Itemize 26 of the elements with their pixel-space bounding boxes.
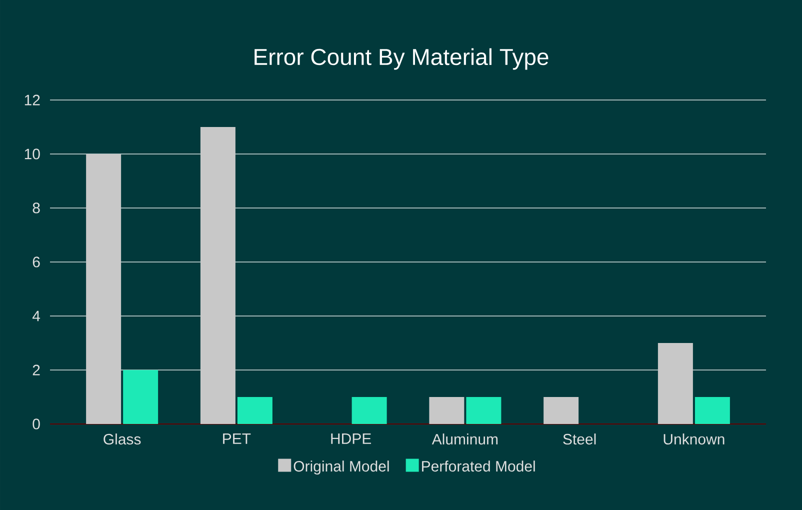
x-tick-label: Steel	[563, 434, 596, 445]
y-tick-label: 6	[32, 256, 40, 268]
legend-label: Original Model	[294, 460, 389, 475]
bar	[429, 396, 464, 424]
legend-label: Perforated Model	[422, 460, 535, 472]
bar	[466, 396, 502, 424]
x-tick-label: PET	[223, 434, 251, 444]
y-tick-label: 10	[24, 148, 40, 160]
x-tick-label: Aluminum	[432, 434, 498, 445]
y-tick-label: 8	[32, 202, 40, 214]
bar	[237, 396, 272, 424]
chart-title: Error Count By Material Type	[254, 48, 548, 70]
x-tick-label: HDPE	[331, 434, 372, 444]
bar	[86, 154, 122, 424]
y-tick-label: 12	[24, 94, 40, 106]
bar	[200, 126, 236, 424]
x-tick-label: Unknown	[664, 434, 724, 445]
bar	[123, 370, 158, 424]
bar	[544, 396, 579, 424]
bar	[352, 396, 387, 424]
bar	[694, 396, 730, 424]
y-tick-label: 2	[32, 364, 40, 376]
y-tick-label: 4	[32, 310, 40, 322]
y-tick-label: 0	[32, 418, 40, 430]
x-tick-label: Glass	[104, 434, 141, 445]
bar	[658, 342, 693, 424]
